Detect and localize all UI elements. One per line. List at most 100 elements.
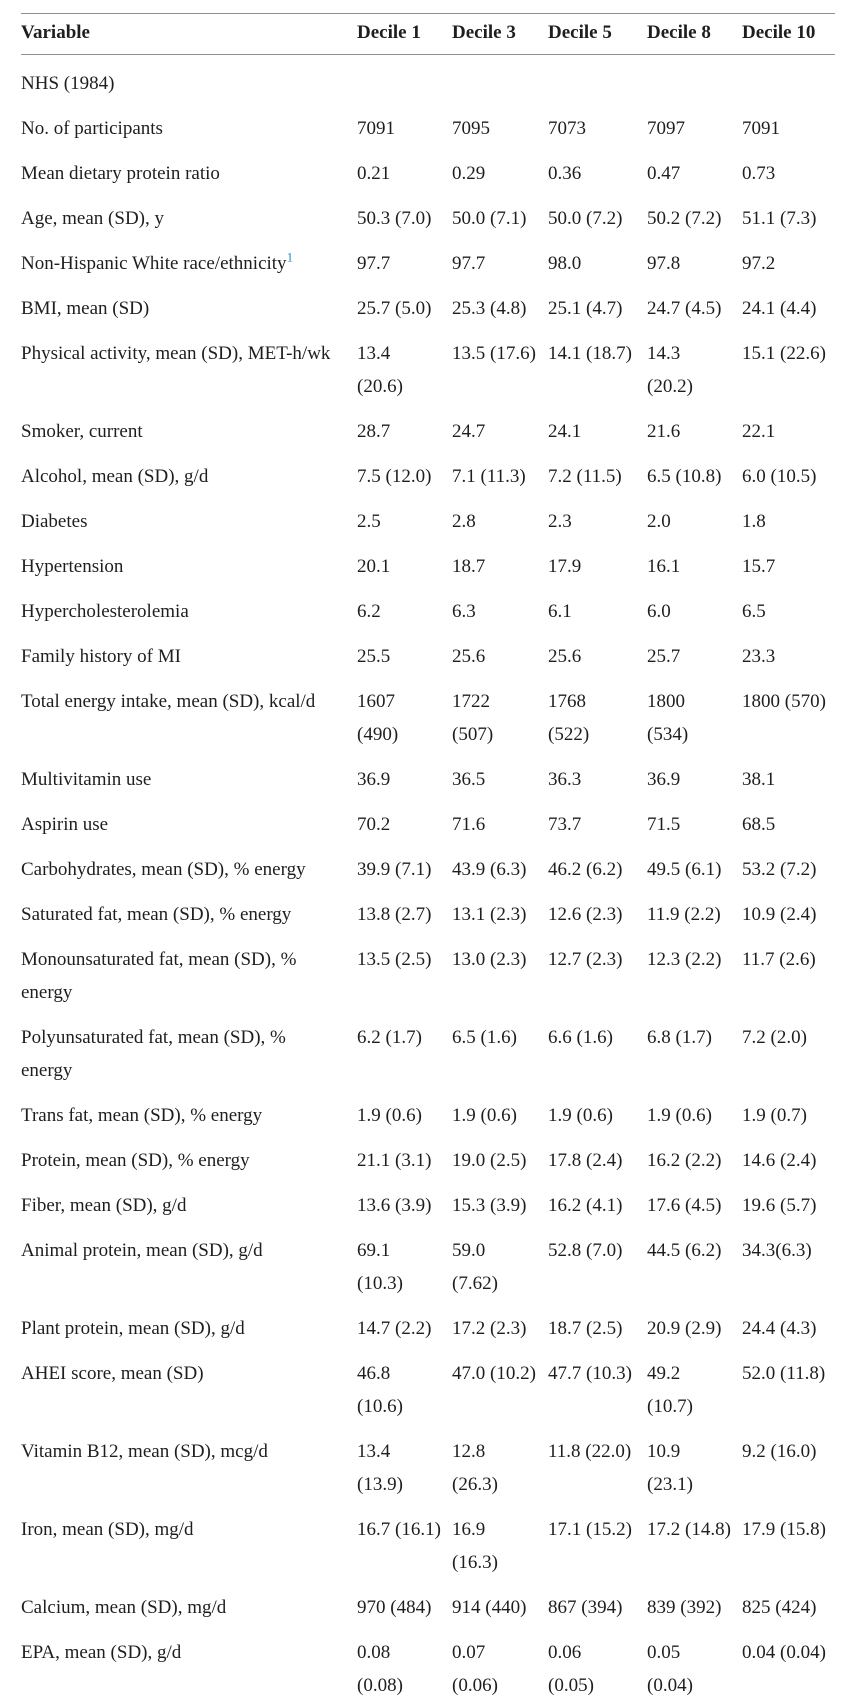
cell-value: 12.8 (26.3)	[452, 1423, 548, 1501]
cell-value: 7091	[357, 100, 452, 145]
cell-value: 14.6 (2.4)	[742, 1132, 835, 1177]
cell-value: 52.0 (11.8)	[742, 1345, 835, 1423]
cell-value: 17.2 (2.3)	[452, 1300, 548, 1345]
cell-value: 13.0 (2.3)	[452, 931, 548, 1009]
cell-value: 13.8 (2.7)	[357, 886, 452, 931]
cell-value: 97.7	[357, 235, 452, 280]
table-row: Physical activity, mean (SD), MET-h/wk 13…	[21, 325, 835, 403]
cell-value: 73.7	[548, 796, 647, 841]
table-row: AHEI score, mean (SD)46.8 (10.6)47.0 (10…	[21, 1345, 835, 1423]
cell-value: 7095	[452, 100, 548, 145]
cell-value: 47.7 (10.3)	[548, 1345, 647, 1423]
cell-value: 17.6 (4.5)	[647, 1177, 742, 1222]
cell-value: 38.1	[742, 751, 835, 796]
row-label: BMI, mean (SD)	[21, 280, 357, 325]
cell-value: 25.7	[647, 628, 742, 673]
cell-value: 1768 (522)	[548, 673, 647, 751]
cell-value: 18.7 (2.5)	[548, 1300, 647, 1345]
row-label: Smoker, current	[21, 403, 357, 448]
row-label: EPA, mean (SD), g/d	[21, 1624, 357, 1702]
row-label: Family history of MI	[21, 628, 357, 673]
row-label: Hypertension	[21, 538, 357, 583]
cell-value: 7.1 (11.3)	[452, 448, 548, 493]
cell-value: 7.2 (11.5)	[548, 448, 647, 493]
cell-value: 14.7 (2.2)	[357, 1300, 452, 1345]
cell-value: 6.8 (1.7)	[647, 1009, 742, 1087]
cell-value: 2.8	[452, 493, 548, 538]
row-label: Polyunsaturated fat, mean (SD), % energy	[21, 1009, 357, 1087]
row-label: Saturated fat, mean (SD), % energy	[21, 886, 357, 931]
row-label: Total energy intake, mean (SD), kcal/d	[21, 673, 357, 751]
cell-value: 6.2	[357, 583, 452, 628]
cell-value: 1.9 (0.7)	[742, 1087, 835, 1132]
cell-value: 1.9 (0.6)	[452, 1087, 548, 1132]
cell-value: 36.5	[452, 751, 548, 796]
cell-value: 0.05 (0.04)	[647, 1624, 742, 1702]
cell-value: 839 (392)	[647, 1579, 742, 1624]
cell-value: 46.2 (6.2)	[548, 841, 647, 886]
cell-value: 20.1	[357, 538, 452, 583]
cell-value: 6.5	[742, 583, 835, 628]
cell-value: 15.1 (22.6)	[742, 325, 835, 403]
cell-value: 11.8 (22.0)	[548, 1423, 647, 1501]
cell-value: 14.3 (20.2)	[647, 325, 742, 403]
cell-value: 71.6	[452, 796, 548, 841]
row-label: Carbohydrates, mean (SD), % energy	[21, 841, 357, 886]
column-header: Decile 3	[452, 14, 548, 55]
row-label: Trans fat, mean (SD), % energy	[21, 1087, 357, 1132]
cell-value: 16.7 (16.1)	[357, 1501, 452, 1579]
table-row: Polyunsaturated fat, mean (SD), % energy…	[21, 1009, 835, 1087]
cell-value: 6.2 (1.7)	[357, 1009, 452, 1087]
row-label: Protein, mean (SD), % energy	[21, 1132, 357, 1177]
cell-value: 71.5	[647, 796, 742, 841]
cell-value: 0.29	[452, 145, 548, 190]
cell-value: 50.3 (7.0)	[357, 190, 452, 235]
row-label: Fiber, mean (SD), g/d	[21, 1177, 357, 1222]
row-label: AHEI score, mean (SD)	[21, 1345, 357, 1423]
cell-value: 43.9 (6.3)	[452, 841, 548, 886]
cell-value: 25.1 (4.7)	[548, 280, 647, 325]
cell-value: 17.9	[548, 538, 647, 583]
cell-value: 15.7	[742, 538, 835, 583]
row-label: Monounsaturated fat, mean (SD), % energy	[21, 931, 357, 1009]
cell-value: 24.7 (4.5)	[647, 280, 742, 325]
cell-value: 21.6	[647, 403, 742, 448]
footnote-link[interactable]: 1	[287, 250, 294, 265]
cell-value: 10.9 (2.4)	[742, 886, 835, 931]
cell-value: 16.1	[647, 538, 742, 583]
column-header: Decile 1	[357, 14, 452, 55]
cell-value: 13.5 (2.5)	[357, 931, 452, 1009]
cell-value: 6.5 (10.8)	[647, 448, 742, 493]
cell-value: 867 (394)	[548, 1579, 647, 1624]
row-label: Physical activity, mean (SD), MET-h/wk	[21, 325, 357, 403]
cell-value: 25.6	[452, 628, 548, 673]
cell-value: 1800 (570)	[742, 673, 835, 751]
cell-value: 28.7	[357, 403, 452, 448]
cell-value: 25.6	[548, 628, 647, 673]
cell-value: 6.5 (1.6)	[452, 1009, 548, 1087]
row-label: Plant protein, mean (SD), g/d	[21, 1300, 357, 1345]
row-label: Diabetes	[21, 493, 357, 538]
cell-value: 1.9 (0.6)	[647, 1087, 742, 1132]
cell-value: 98.0	[548, 235, 647, 280]
cell-value: 13.5 (17.6)	[452, 325, 548, 403]
cell-value: 0.73	[742, 145, 835, 190]
row-label: Calcium, mean (SD), mg/d	[21, 1579, 357, 1624]
cell-value: 59.0 (7.62)	[452, 1222, 548, 1300]
cell-value: 825 (424)	[742, 1579, 835, 1624]
cell-value: 36.9	[647, 751, 742, 796]
cell-value: 70.2	[357, 796, 452, 841]
cell-value: 0.47	[647, 145, 742, 190]
